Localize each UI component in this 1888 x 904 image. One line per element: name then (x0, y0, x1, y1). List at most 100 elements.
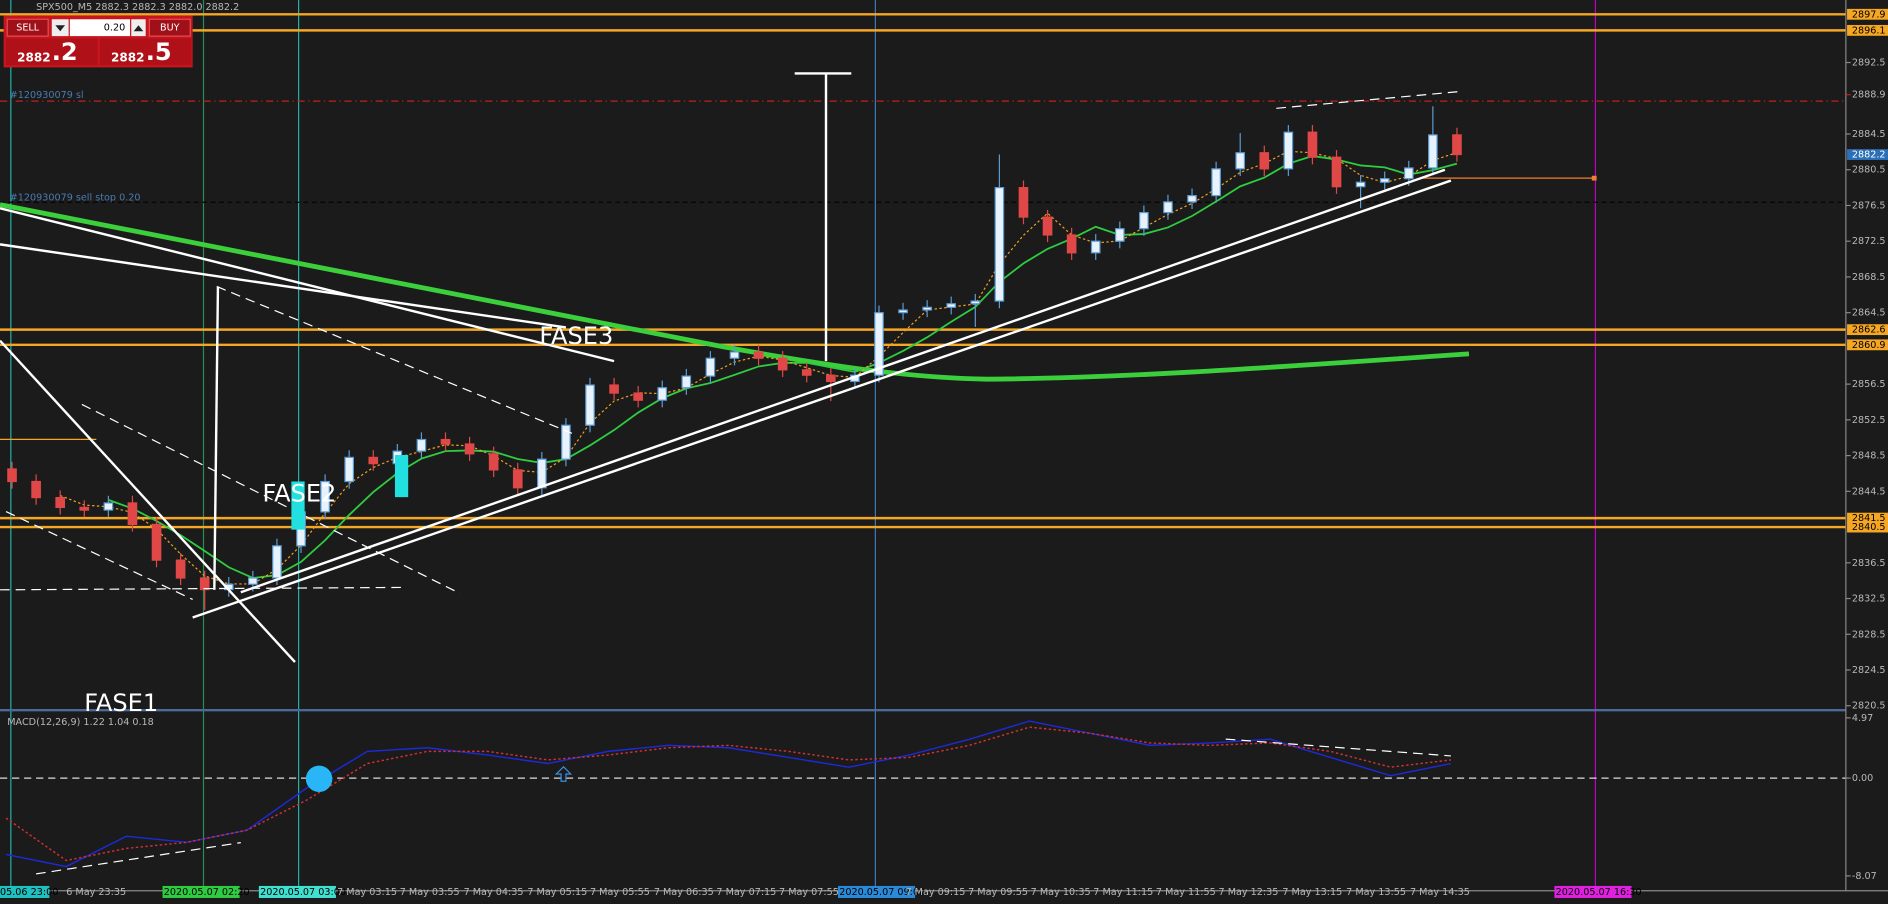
level-tag (1847, 512, 1888, 524)
y-tick-label: 4.97 (1852, 713, 1873, 724)
time-highlight (0, 885, 50, 898)
trend-line (0, 243, 567, 329)
x-tick-label: 7 May 11:55 (1156, 887, 1216, 898)
level-label: 2862.6 (1852, 325, 1886, 336)
candle-body (1331, 156, 1342, 188)
buy-label: BUY (160, 23, 180, 34)
y-tick-label: 2880.5 (1852, 165, 1886, 176)
y-tick-label: 2892.5 (1852, 58, 1886, 69)
candle-body (826, 374, 836, 383)
x-tick-label: 05.06 23:00 (0, 887, 58, 898)
macd-trend (36, 842, 241, 875)
annotation: FASE3 (539, 322, 613, 350)
arrow-marker (554, 765, 573, 782)
candle-body (681, 375, 692, 389)
level-label: 2897.9 (1852, 9, 1886, 20)
candle-body (777, 357, 788, 371)
candle-body (199, 577, 210, 591)
candle-body (1403, 167, 1414, 180)
candle-body (103, 502, 114, 511)
symbol-header: SPX500_M5 2882.3 2882.3 2882.0 2882.2 (36, 2, 239, 13)
bid-box[interactable] (6, 38, 98, 66)
lot-input[interactable] (69, 19, 131, 37)
axis: 2892.5 2884.5 2880.5 2876.5 2872.5 2868.5 2864… (0, 8, 1888, 898)
level-tag (1847, 339, 1888, 351)
y-tick-label: 2844.5 (1852, 486, 1886, 497)
x-tick-label: 2020.05.07 02:20 (164, 887, 250, 898)
x-tick-label: 7 May 05:55 (590, 887, 650, 898)
candle-body (1114, 228, 1125, 242)
candle-body (512, 469, 523, 489)
candle-body (1090, 240, 1101, 254)
current-tag (1847, 149, 1888, 160)
macd (5, 720, 1452, 868)
x-tick-label: 6 May 23:35 (66, 887, 126, 898)
candle-body (416, 438, 427, 452)
sell-button[interactable] (6, 18, 49, 37)
trade-panel: SELL 0.20 BUY 2882 .2 2882 .5 (3, 15, 193, 68)
candle-body (79, 506, 90, 511)
candle-body (31, 480, 41, 499)
x-tick-label: 7 May 07:15 (716, 887, 776, 898)
y-tick-label: 2832.5 (1852, 594, 1886, 605)
candle-body (1428, 134, 1438, 169)
x-tick-label: 7 May 09:55 (968, 887, 1028, 898)
time-highlight (258, 885, 336, 898)
candle-body (488, 453, 499, 471)
x-tick-label: 7 May 12:35 (1219, 887, 1279, 898)
candle-body (272, 545, 282, 579)
candle-body (1187, 195, 1197, 203)
buy-button[interactable] (148, 18, 191, 37)
candle-body (705, 357, 716, 377)
x-tick-label: 7 May 03:55 (400, 887, 460, 898)
y-tick-label: 2876.5 (1852, 200, 1886, 211)
level-tag (1847, 8, 1888, 20)
order-label: #120930079 sl (10, 90, 84, 101)
x-tick-label: 7 May 13:15 (1282, 887, 1342, 898)
trend-line (192, 179, 1452, 619)
ask-price: 2882 (111, 50, 144, 64)
x-tick-label: 7 May 04:35 (464, 887, 524, 898)
dashed-trend (0, 586, 404, 591)
candle-body (1163, 201, 1173, 214)
candle-body (1042, 216, 1053, 236)
candle-body (657, 387, 668, 401)
signal-dot (305, 765, 333, 793)
candle-body (922, 306, 932, 311)
candle-body (1235, 152, 1246, 170)
x-tick-label: 7 May 13:55 (1346, 887, 1406, 898)
candle-body (874, 312, 884, 376)
ask-pips: .5 (146, 38, 172, 66)
candle-body (320, 480, 330, 513)
annotation: FASE1 (84, 689, 158, 717)
highlight (291, 481, 305, 530)
level-tag (1847, 324, 1888, 336)
order-label: #120930079 sell stop 0.20 (10, 192, 141, 203)
macd-trend (1225, 738, 1451, 757)
ask-box[interactable] (99, 38, 192, 66)
candle-body (633, 392, 643, 401)
candle-body (55, 496, 66, 509)
candle-body (1259, 152, 1270, 170)
trend-lines (0, 72, 1461, 663)
y-tick-label: 2864.5 (1852, 308, 1886, 319)
candle-body (248, 577, 258, 585)
candle-body (1355, 181, 1366, 188)
dashed-trend (5, 511, 193, 601)
trend-line (0, 207, 615, 363)
candle-body (175, 559, 186, 579)
highlight (394, 455, 409, 498)
x-tick-label: 2020.05.07 09:00 (839, 887, 925, 898)
candle-body (1307, 131, 1318, 158)
candle-body (1139, 212, 1149, 230)
y-tick-label: 2820.5 (1852, 701, 1886, 712)
spinner-arrow (133, 25, 144, 32)
stop-label: 2888.9 (1852, 90, 1886, 101)
candle-body (1283, 131, 1294, 170)
levels (0, 13, 1846, 529)
x-tick-label: 7 May 05:15 (527, 887, 587, 898)
long-ma (0, 202, 1470, 382)
candle-body (801, 369, 812, 376)
